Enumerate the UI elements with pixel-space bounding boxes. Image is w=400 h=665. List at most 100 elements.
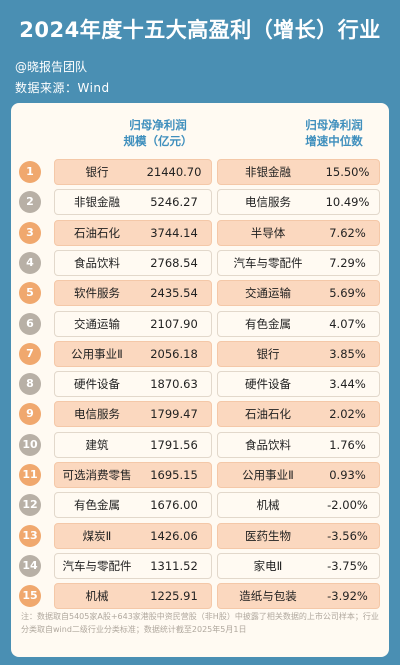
left-profit-value: 21440.70 bbox=[146, 165, 202, 179]
left-industry-name: 电信服务 bbox=[74, 407, 120, 422]
table-row: 4 食品饮料 2768.54 汽车与零配件 7.29% bbox=[11, 249, 389, 276]
left-profit-value: 2107.90 bbox=[150, 316, 198, 331]
table-row: 14 汽车与零配件 1311.52 家电Ⅱ -3.75% bbox=[11, 552, 389, 579]
growth-rate-cell: 银行 3.85% bbox=[217, 340, 380, 367]
right-industry-name: 公用事业Ⅱ bbox=[242, 468, 294, 482]
left-industry-name: 食品饮料 bbox=[74, 255, 120, 270]
table-row: 9 电信服务 1799.47 石油石化 2.02% bbox=[11, 401, 389, 428]
right-industry-name: 交通运输 bbox=[245, 286, 291, 301]
page-title: 2024年度十五大高盈利（增长）行业 bbox=[19, 18, 381, 42]
table-row: 1 银行 21440.70 非银金融 15.50% bbox=[11, 159, 389, 185]
growth-rate-cell: 有色金属 4.07% bbox=[217, 310, 380, 337]
right-growth-value: 3.44% bbox=[329, 377, 366, 392]
left-profit-value: 1426.06 bbox=[150, 528, 198, 543]
left-profit-value: 1695.15 bbox=[150, 468, 198, 482]
left-industry-name: 可选消费零售 bbox=[62, 468, 132, 482]
right-growth-value: -3.75% bbox=[327, 558, 368, 573]
profit-scale-cell: 石油石化 3744.14 bbox=[54, 219, 212, 246]
right-growth-value: 7.62% bbox=[329, 225, 366, 240]
profit-scale-cell: 机械 1225.91 bbox=[54, 583, 212, 610]
table-row: 15 机械 1225.91 造纸与包装 -3.92% bbox=[11, 583, 389, 610]
left-industry-name: 煤炭Ⅱ bbox=[82, 528, 112, 543]
left-industry-name: 有色金属 bbox=[74, 498, 120, 513]
growth-rate-cell: 石油石化 2.02% bbox=[217, 401, 380, 428]
table-row: 5 软件服务 2435.54 交通运输 5.69% bbox=[11, 280, 389, 307]
profit-scale-cell: 可选消费零售 1695.15 bbox=[54, 462, 212, 488]
left-industry-name: 公用事业Ⅱ bbox=[71, 346, 123, 361]
table-row: 2 非银金融 5246.27 电信服务 10.49% bbox=[11, 189, 389, 216]
table-row: 7 公用事业Ⅱ 2056.18 银行 3.85% bbox=[11, 340, 389, 367]
right-industry-name: 医药生物 bbox=[245, 528, 291, 543]
profit-scale-cell: 交通运输 2107.90 bbox=[54, 310, 212, 337]
right-growth-value: 7.29% bbox=[329, 255, 366, 270]
right-industry-name: 家电Ⅱ bbox=[253, 558, 283, 573]
rank-badge: 7 bbox=[19, 342, 41, 365]
growth-rate-cell: 半导体 7.62% bbox=[217, 219, 380, 246]
rank-badge: 1 bbox=[19, 161, 41, 183]
growth-rate-cell: 硬件设备 3.44% bbox=[217, 371, 380, 398]
right-industry-name: 硬件设备 bbox=[245, 377, 291, 392]
right-growth-value: 4.07% bbox=[329, 316, 366, 331]
rank-badge: 10 bbox=[19, 433, 41, 456]
left-industry-name: 机械 bbox=[85, 589, 109, 604]
right-growth-value: 2.02% bbox=[329, 407, 366, 422]
right-industry-name: 机械 bbox=[256, 498, 280, 513]
left-profit-value: 2435.54 bbox=[150, 286, 198, 301]
right-growth-value: -2.00% bbox=[327, 498, 368, 513]
rank-badge: 6 bbox=[19, 312, 41, 335]
left-column-header: 归母净利润 规模（亿元） bbox=[123, 118, 193, 148]
profit-scale-cell: 建筑 1791.56 bbox=[54, 431, 212, 458]
profit-scale-cell: 公用事业Ⅱ 2056.18 bbox=[54, 340, 212, 367]
rank-badge: 11 bbox=[19, 464, 41, 486]
left-profit-value: 2056.18 bbox=[150, 346, 198, 361]
table-row: 12 有色金属 1676.00 机械 -2.00% bbox=[11, 492, 389, 519]
left-profit-value: 2768.54 bbox=[150, 255, 198, 270]
right-growth-value: 5.69% bbox=[329, 286, 366, 301]
source-label: 数据来源：Wind bbox=[15, 81, 110, 95]
growth-rate-cell: 电信服务 10.49% bbox=[217, 189, 380, 216]
rank-badge: 5 bbox=[19, 282, 41, 305]
table-row: 11 可选消费零售 1695.15 公用事业Ⅱ 0.93% bbox=[11, 462, 389, 488]
profit-scale-cell: 软件服务 2435.54 bbox=[54, 280, 212, 307]
left-industry-name: 银行 bbox=[85, 165, 109, 179]
left-profit-value: 3744.14 bbox=[150, 225, 198, 240]
table-row: 3 石油石化 3744.14 半导体 7.62% bbox=[11, 219, 389, 246]
profit-scale-cell: 有色金属 1676.00 bbox=[54, 492, 212, 519]
left-industry-name: 非银金融 bbox=[74, 195, 120, 210]
right-growth-value: 3.85% bbox=[329, 346, 366, 361]
right-industry-name: 食品饮料 bbox=[245, 437, 291, 452]
right-growth-value: 15.50% bbox=[325, 165, 370, 179]
rank-badge: 8 bbox=[19, 373, 41, 396]
growth-rate-cell: 家电Ⅱ -3.75% bbox=[217, 552, 380, 579]
left-profit-value: 1799.47 bbox=[150, 407, 198, 422]
right-growth-value: 0.93% bbox=[329, 468, 366, 482]
left-industry-name: 建筑 bbox=[85, 437, 109, 452]
rank-badge: 4 bbox=[19, 251, 41, 274]
rank-badge: 9 bbox=[19, 403, 41, 426]
growth-rate-cell: 交通运输 5.69% bbox=[217, 280, 380, 307]
rank-badge: 3 bbox=[19, 221, 41, 244]
growth-rate-cell: 非银金融 15.50% bbox=[217, 159, 380, 185]
right-growth-value: 10.49% bbox=[325, 195, 370, 210]
growth-rate-cell: 医药生物 -3.56% bbox=[217, 522, 380, 549]
ranking-table-card: 归母净利润 规模（亿元） 归母净利润 增速中位数 1 银行 21440.70 非银金融… bbox=[11, 103, 389, 657]
left-profit-value: 1676.00 bbox=[150, 498, 198, 513]
profit-scale-cell: 电信服务 1799.47 bbox=[54, 401, 212, 428]
profit-scale-cell: 煤炭Ⅱ 1426.06 bbox=[54, 522, 212, 549]
author-label: @晓报告团队 bbox=[15, 60, 88, 74]
left-profit-value: 1791.56 bbox=[150, 437, 198, 452]
right-growth-value: 1.76% bbox=[329, 437, 366, 452]
left-industry-name: 交通运输 bbox=[74, 316, 120, 331]
table-row: 13 煤炭Ⅱ 1426.06 医药生物 -3.56% bbox=[11, 522, 389, 549]
rank-badge: 15 bbox=[19, 585, 41, 608]
right-industry-name: 有色金属 bbox=[245, 316, 291, 331]
left-industry-name: 硬件设备 bbox=[74, 377, 120, 392]
left-profit-value: 1311.52 bbox=[150, 558, 198, 573]
right-industry-name: 银行 bbox=[256, 346, 280, 361]
right-industry-name: 非银金融 bbox=[245, 165, 291, 179]
left-profit-value: 1225.91 bbox=[150, 589, 198, 604]
growth-rate-cell: 造纸与包装 -3.92% bbox=[217, 583, 380, 610]
table-row: 8 硬件设备 1870.63 硬件设备 3.44% bbox=[11, 371, 389, 398]
profit-scale-cell: 非银金融 5246.27 bbox=[54, 189, 212, 216]
right-industry-name: 石油石化 bbox=[245, 407, 291, 422]
